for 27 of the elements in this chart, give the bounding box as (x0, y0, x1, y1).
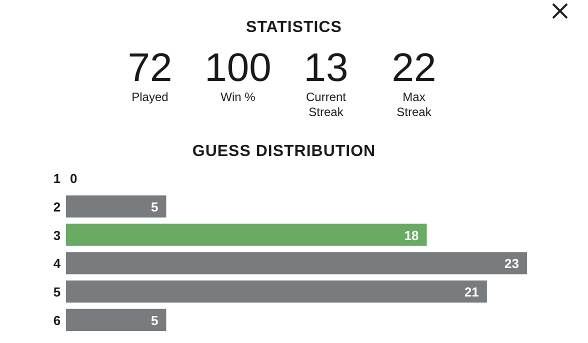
data-label: 22 (392, 46, 436, 90)
data-label: 5 (150, 199, 158, 214)
chart-title: GUESS DISTRIBUTION (192, 143, 376, 160)
data-label: 23 (504, 256, 519, 272)
y-tick-label: 6 (53, 312, 61, 328)
data-label: 21 (464, 284, 479, 300)
y-tick-label: 2 (53, 199, 61, 214)
category-label: Max Streak (396, 90, 432, 119)
category-label: Win % (220, 90, 256, 104)
data-label: 5 (150, 312, 158, 328)
data-label: 100 (204, 46, 272, 90)
y-tick-label: 4 (53, 256, 62, 272)
bar (66, 224, 427, 246)
bar (66, 280, 487, 303)
text: STATISTICS (246, 19, 342, 36)
category-label: Current Streak (306, 90, 347, 119)
bar (66, 308, 166, 331)
data-label: 13 (304, 46, 348, 90)
y-tick-label: 5 (53, 284, 61, 300)
data-label: 18 (404, 228, 419, 243)
bar (66, 195, 166, 218)
y-tick-label: 1 (53, 171, 61, 186)
category-label: Played (132, 90, 168, 104)
y-tick-label: 3 (53, 228, 61, 243)
bar (66, 252, 527, 274)
data-label: 72 (128, 46, 172, 90)
data-label: 0 (70, 171, 78, 186)
